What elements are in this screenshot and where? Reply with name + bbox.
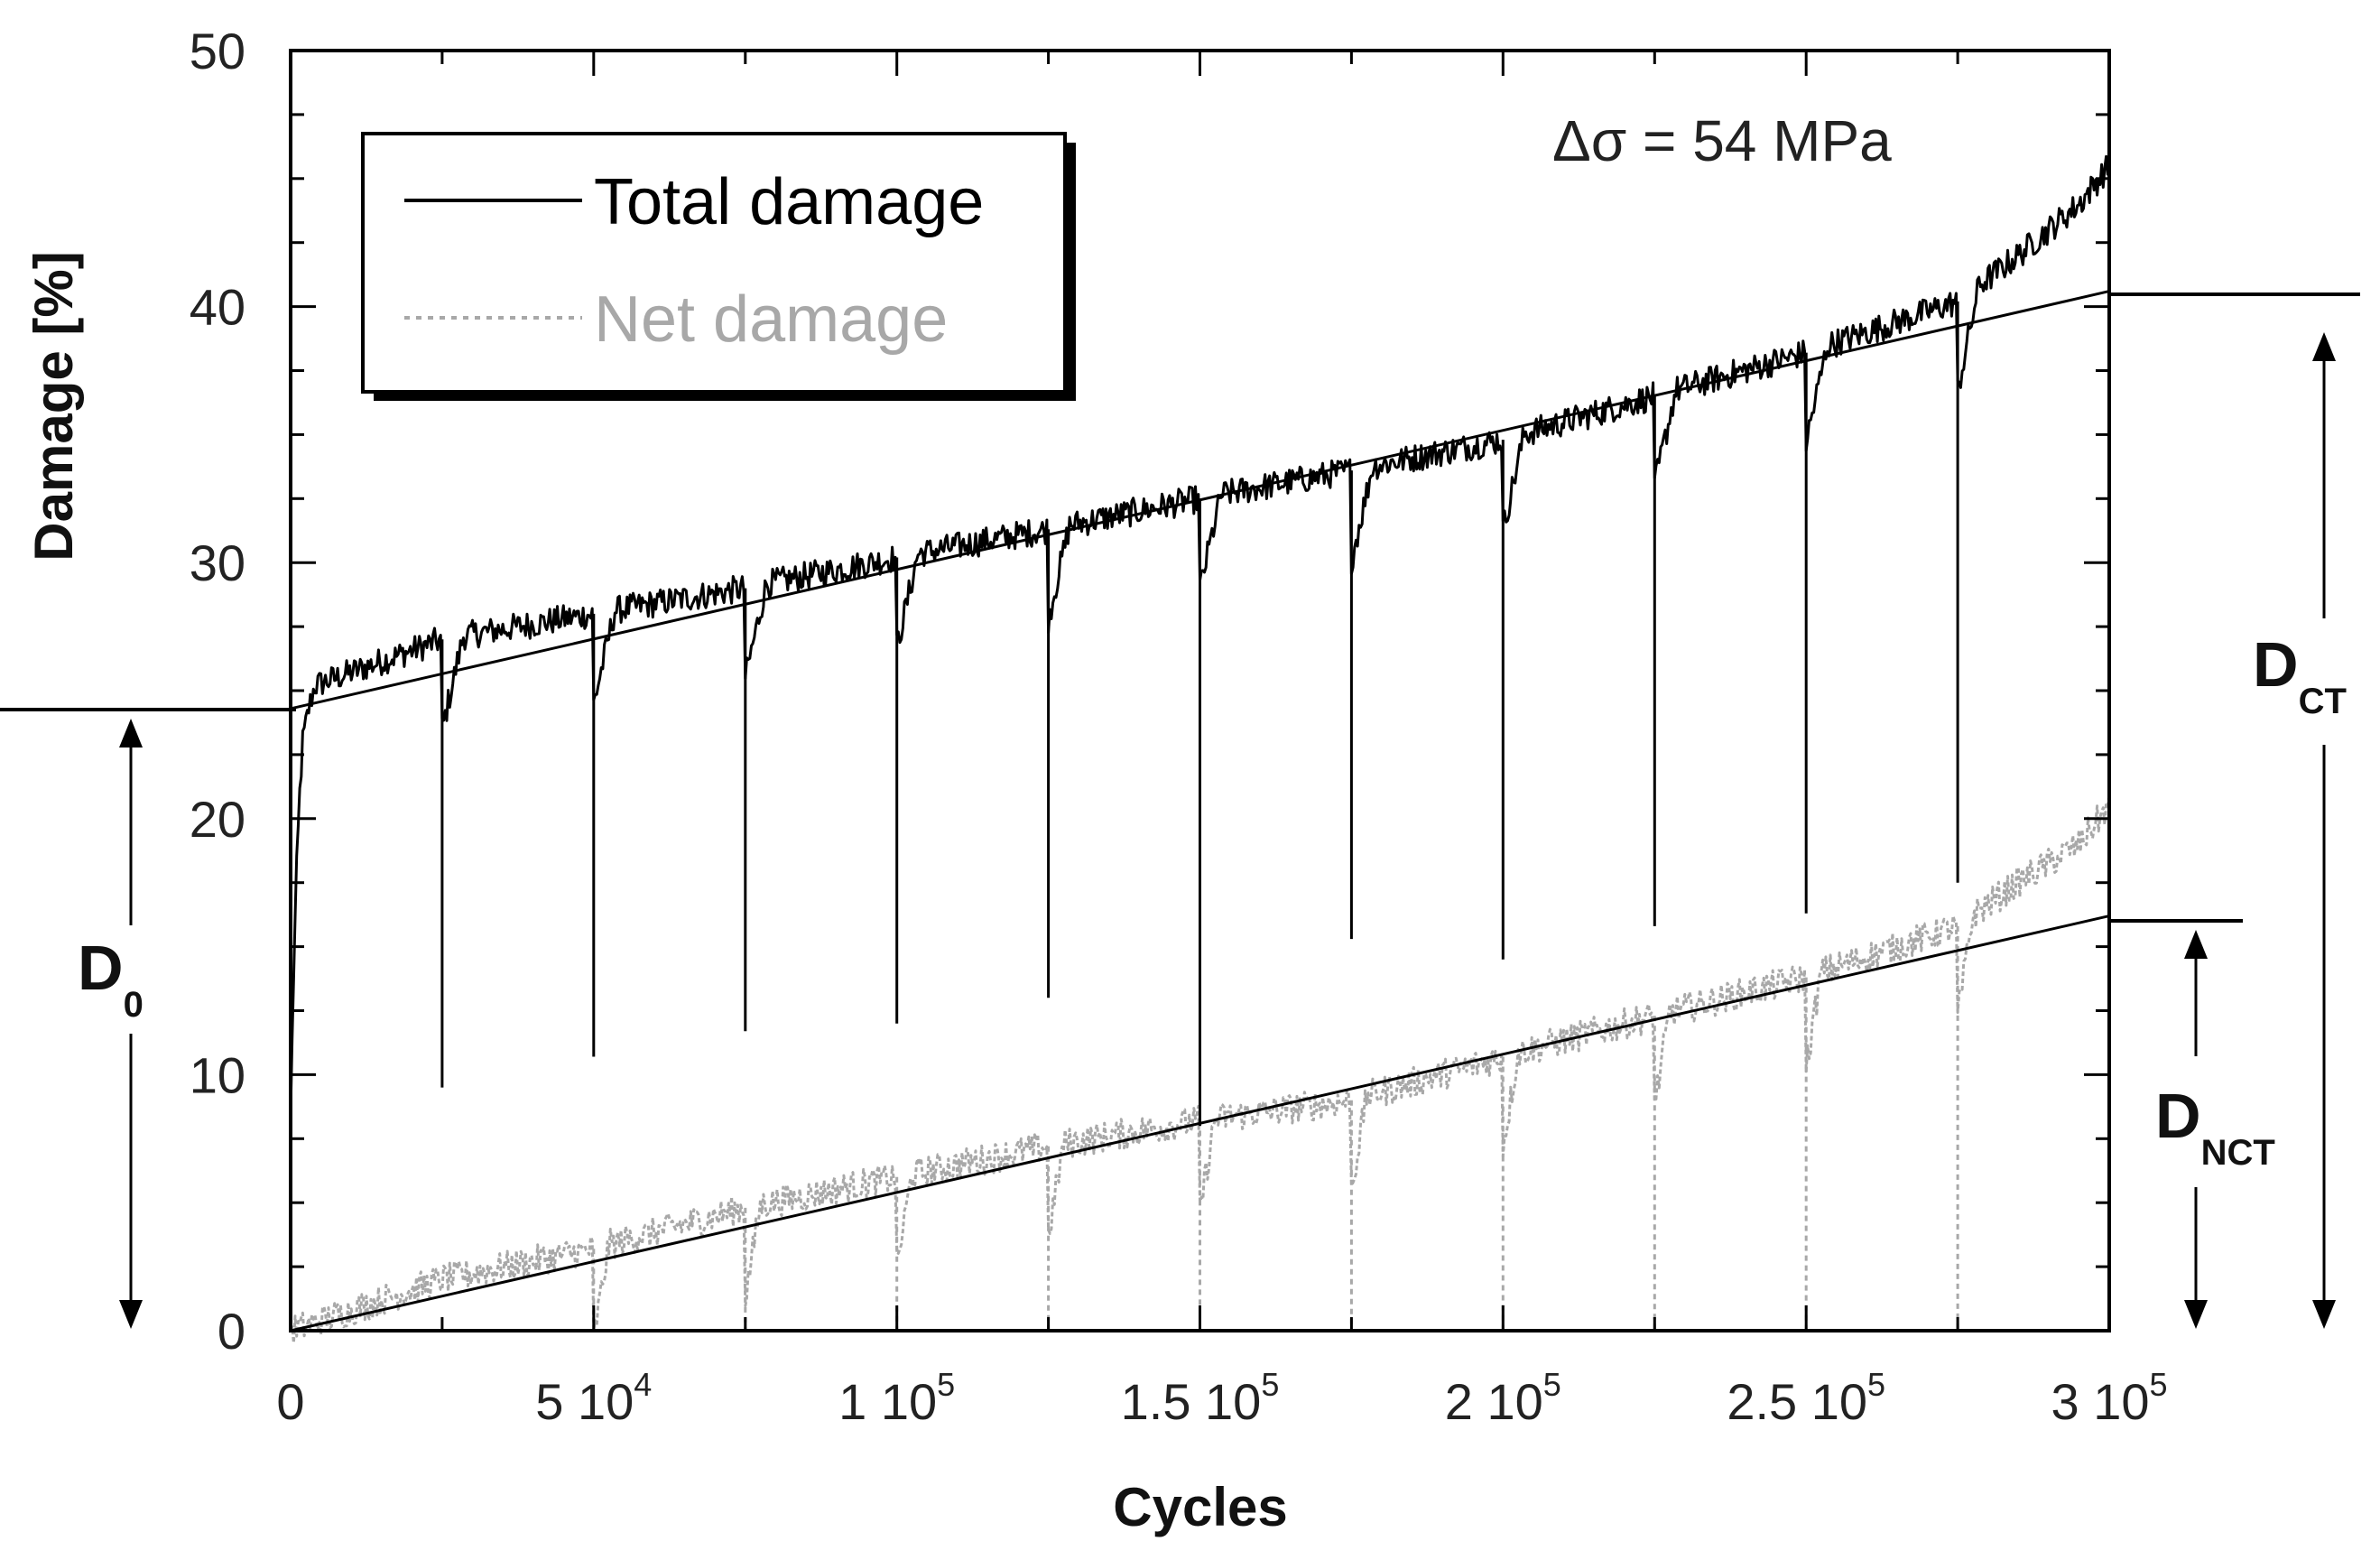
- x-tick-label: 1 105: [838, 1366, 955, 1430]
- x-tick-label: 3 105: [2051, 1366, 2167, 1430]
- d0-arrow-head-bottom: [119, 1300, 143, 1329]
- x-tick-label: 0: [276, 1373, 304, 1430]
- dnct-label-bg: [2148, 1056, 2306, 1187]
- dct-label-bg: [2247, 618, 2374, 745]
- fit-lines-layer: [290, 290, 2110, 1332]
- x-tick-exponent: 5: [1543, 1366, 1561, 1403]
- y-tick-label: 20: [190, 791, 245, 848]
- legend: Total damage Net damage: [361, 132, 1076, 401]
- x-tick-exponent: 5: [1261, 1366, 1279, 1403]
- total-damage-layer: [289, 154, 2111, 1127]
- x-tick-label: 5 104: [535, 1366, 652, 1430]
- x-tick-exponent: 4: [634, 1366, 652, 1403]
- x-tick-mantissa: 1 10: [838, 1373, 937, 1430]
- dct-label: DCT: [2253, 629, 2347, 721]
- x-tick-exponent: 5: [1867, 1366, 1885, 1403]
- x-tick-mantissa: 2.5 10: [1727, 1373, 1867, 1430]
- legend-net-label: Net damage: [594, 283, 948, 356]
- x-tick-mantissa: 0: [276, 1373, 304, 1430]
- dimension-d0: D0: [0, 708, 296, 1329]
- x-tick-mantissa: 5 10: [535, 1373, 634, 1430]
- stress-annotation: Δσ = 54 MPa: [1552, 108, 1892, 173]
- y-tick-label: 50: [190, 23, 245, 79]
- d0-label: D0: [78, 933, 144, 1025]
- y-tick-label: 30: [190, 534, 245, 591]
- fit-line-1: [290, 290, 2110, 710]
- d0-arrow-head-top: [119, 719, 143, 748]
- x-tick-mantissa: 2 10: [1445, 1373, 1543, 1430]
- net-damage-layer: [289, 794, 2111, 1345]
- dnct-label: DNCT: [2155, 1081, 2275, 1173]
- x-tick-label: 1.5 105: [1121, 1366, 1280, 1430]
- x-tick-mantissa: 1.5 10: [1121, 1373, 1262, 1430]
- dnct-arrow-head-top: [2184, 930, 2208, 959]
- x-tick-label: 2.5 105: [1727, 1366, 1885, 1430]
- y-tick-label: 40: [190, 279, 245, 336]
- fit-line-2: [290, 915, 2110, 1332]
- x-tick-exponent: 5: [2149, 1366, 2167, 1403]
- axis-ticks: [289, 49, 2111, 1332]
- dnct-arrow-head-bottom: [2184, 1300, 2208, 1329]
- dct-arrow-head-bottom: [2312, 1300, 2336, 1329]
- x-tick-label: 2 105: [1445, 1366, 1561, 1430]
- dimension-dct: DCT: [2109, 292, 2374, 1329]
- d0-label-bg: [72, 925, 171, 1034]
- x-tick-mantissa: 3 10: [2051, 1373, 2149, 1430]
- y-tick-label: 10: [190, 1046, 245, 1103]
- y-axis-title: Damage [%]: [23, 251, 84, 561]
- legend-total-label: Total damage: [594, 166, 984, 238]
- dct-arrow-head-top: [2312, 332, 2336, 361]
- y-tick-labels: 0 10 20 30 40 50: [190, 23, 245, 1360]
- x-axis-title: Cycles: [1113, 1477, 1287, 1537]
- y-tick-label: 0: [218, 1303, 245, 1360]
- x-tick-exponent: 5: [937, 1366, 955, 1403]
- legend-box: [361, 132, 1067, 394]
- dimension-dnct: DNCT: [2109, 919, 2306, 1329]
